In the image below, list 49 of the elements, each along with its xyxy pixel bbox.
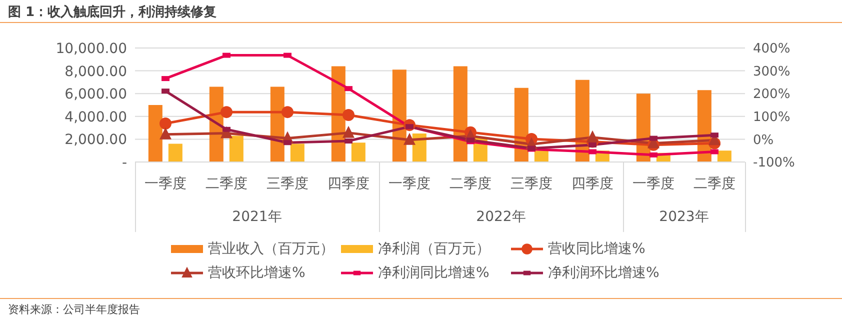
text: 资料来源：公司半年度报告 xyxy=(8,302,140,317)
x-tick-label: 三季度 xyxy=(266,176,308,192)
y2-tick-label: 300% xyxy=(753,64,790,80)
point xyxy=(404,132,416,145)
y2-tick-label: -100% xyxy=(753,156,795,171)
x-tick-label: 二季度 xyxy=(694,176,736,192)
point xyxy=(342,109,354,122)
x-tick-label: 一季度 xyxy=(388,176,430,192)
bar xyxy=(534,150,548,162)
point xyxy=(160,117,172,130)
y-tick-label: 10,000.00 xyxy=(56,40,127,57)
x-tick-label: 四季度 xyxy=(328,176,370,192)
legend-label: 营收同比增速% xyxy=(548,240,646,258)
point xyxy=(586,130,598,142)
legend-label: 净利润同比增速% xyxy=(378,264,490,282)
x-tick-label: 一季度 xyxy=(144,176,186,192)
text: 2023年 xyxy=(658,208,710,226)
legend-label: 营业收入（百万元） xyxy=(208,240,334,258)
y2-tick-label: 200% xyxy=(753,87,790,102)
y2-tick-label: 0% xyxy=(753,132,774,148)
bar xyxy=(453,66,468,162)
bar xyxy=(717,150,732,162)
y-tick-label: 8,000.00 xyxy=(64,64,127,80)
bar xyxy=(351,142,366,162)
text: 2022年 xyxy=(475,208,527,226)
bar xyxy=(290,144,304,162)
x-tick-label: 二季度 xyxy=(450,176,492,192)
point xyxy=(220,106,232,118)
x-tick-label: 四季度 xyxy=(572,176,614,192)
legend-label: 营收环比增速% xyxy=(208,264,306,282)
bar xyxy=(229,136,244,162)
x-tick-label: 三季度 xyxy=(510,176,552,192)
point xyxy=(342,126,354,138)
x-tick-label: 一季度 xyxy=(632,176,674,192)
point xyxy=(160,127,172,140)
text: 2021年 xyxy=(231,208,283,226)
x-tick-label: 二季度 xyxy=(206,176,248,192)
y-tick-label: 2,000.00 xyxy=(64,132,127,148)
y-tick-label: - xyxy=(122,154,127,171)
chart-title: 图 1：收入触底回升，利润持续修复 xyxy=(8,4,217,21)
bar xyxy=(168,144,182,162)
legend-label: 净利润环比增速% xyxy=(548,264,660,282)
point xyxy=(282,106,294,118)
y2-tick-label: 400% xyxy=(753,42,790,57)
bar xyxy=(148,105,162,162)
y-tick-label: 4,000.00 xyxy=(64,109,127,126)
y2-tick-label: 100% xyxy=(753,110,790,126)
legend-label: 净利润（百万元） xyxy=(378,240,490,258)
y-tick-label: 6,000.00 xyxy=(64,86,127,103)
